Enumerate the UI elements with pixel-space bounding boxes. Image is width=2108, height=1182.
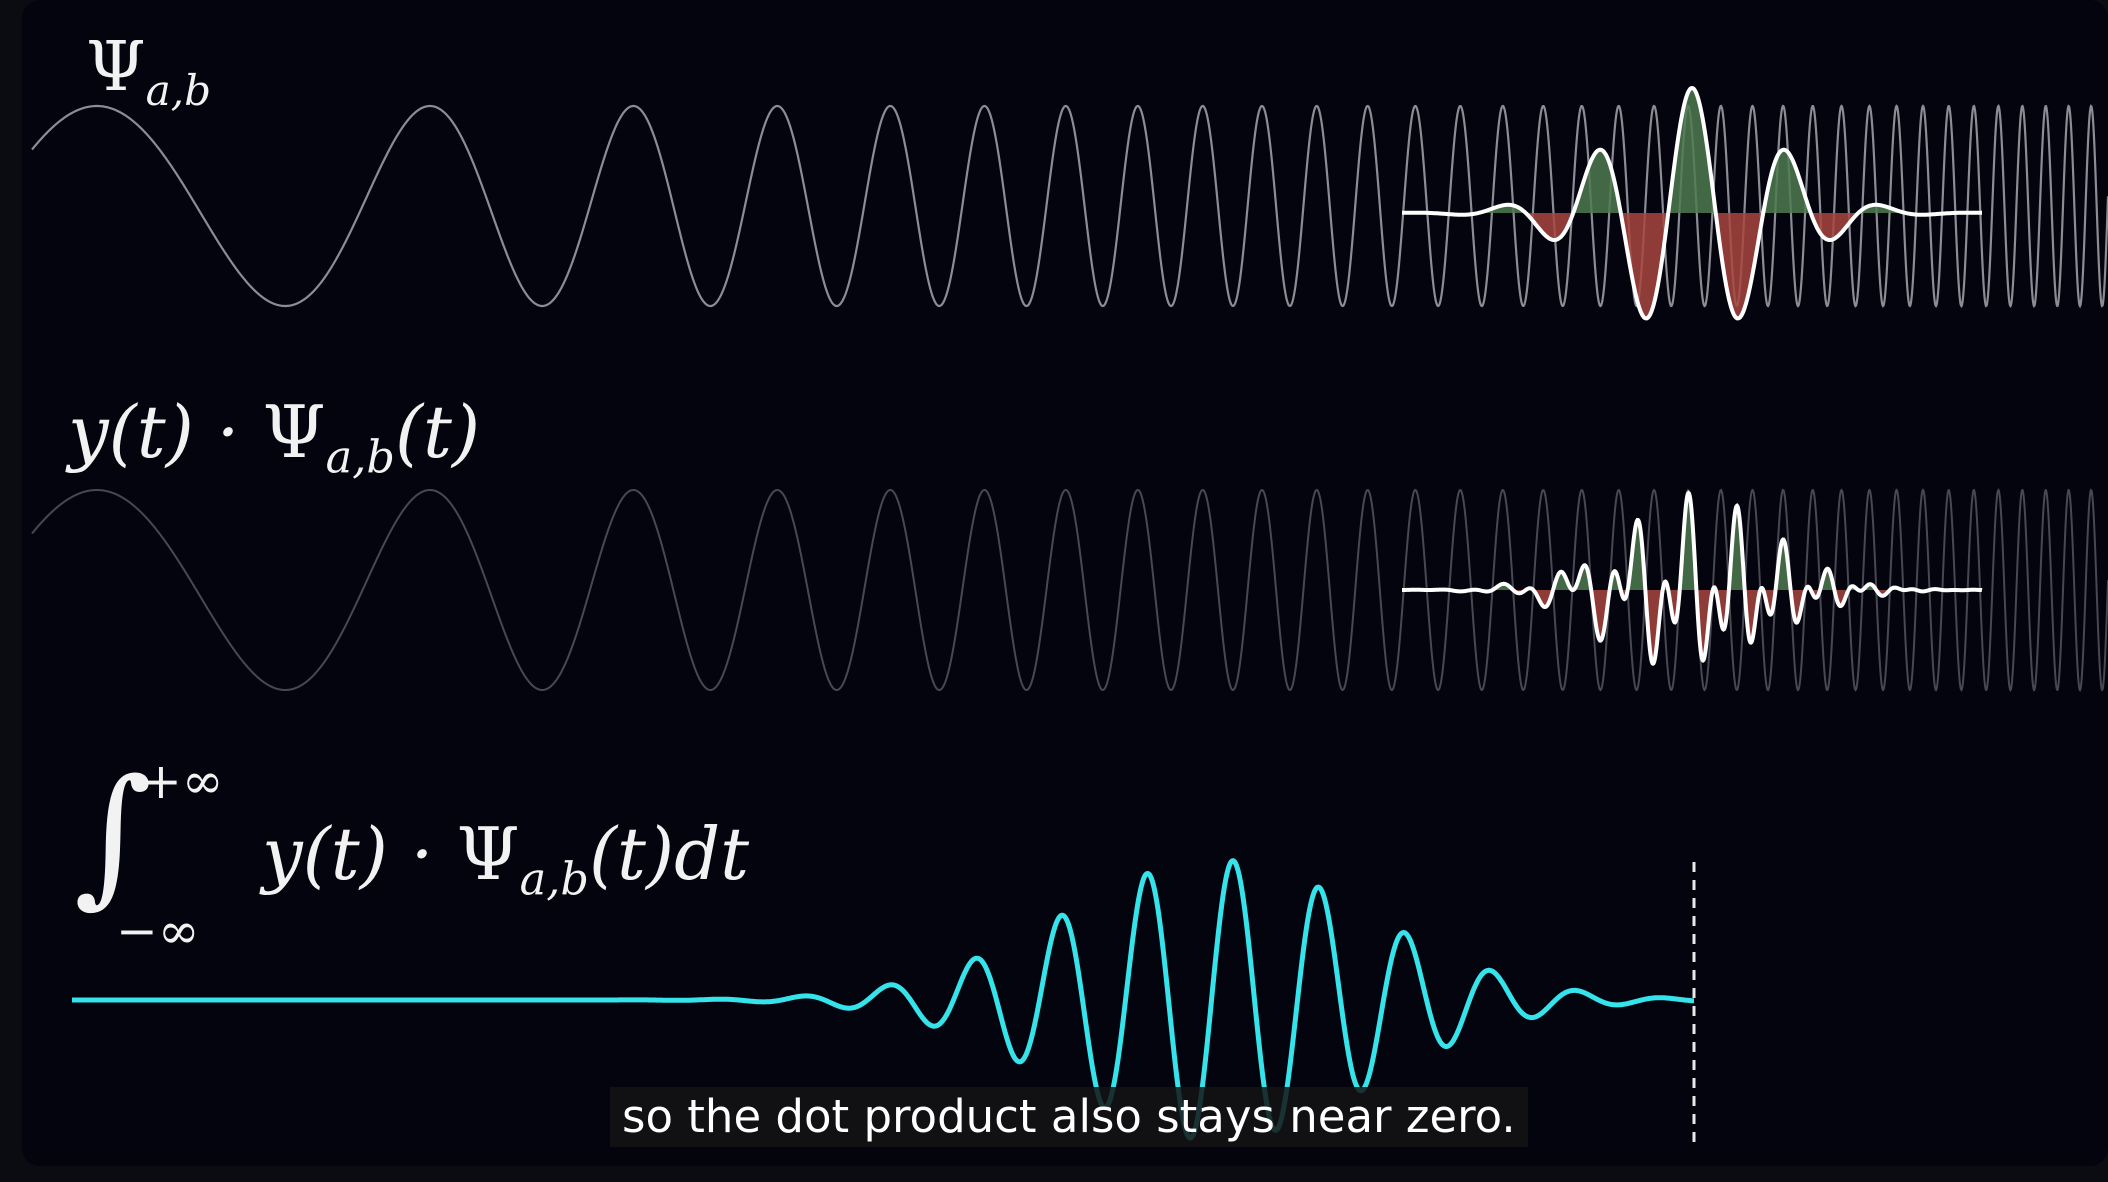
integral-result-curve bbox=[72, 858, 1694, 1141]
wavelet-label: Ψa,b bbox=[86, 28, 212, 115]
integral-upper-limit: +∞ bbox=[140, 752, 224, 810]
chirp-signal-top bbox=[31, 104, 2108, 309]
wavelet-animation bbox=[31, 85, 2108, 1146]
wavelet-positive-area bbox=[1402, 88, 1982, 213]
product-label: y(t) · Ψa,b(t) bbox=[68, 390, 481, 484]
chirp-signal-middle bbox=[31, 488, 2108, 693]
subtitle-caption: so the dot product also stays near zero. bbox=[610, 1087, 1528, 1147]
integral-label: y(t) · Ψa,b(t)dt bbox=[262, 812, 750, 906]
video-frame: Ψa,b y(t) · Ψa,b(t) ∫ +∞ −∞ y(t) · Ψa,b(… bbox=[22, 0, 2108, 1166]
integral-sign: ∫ bbox=[74, 748, 153, 922]
product-curve bbox=[1402, 490, 1983, 667]
integral-lower-limit: −∞ bbox=[116, 902, 200, 960]
wavelet-curve bbox=[1402, 85, 1982, 321]
